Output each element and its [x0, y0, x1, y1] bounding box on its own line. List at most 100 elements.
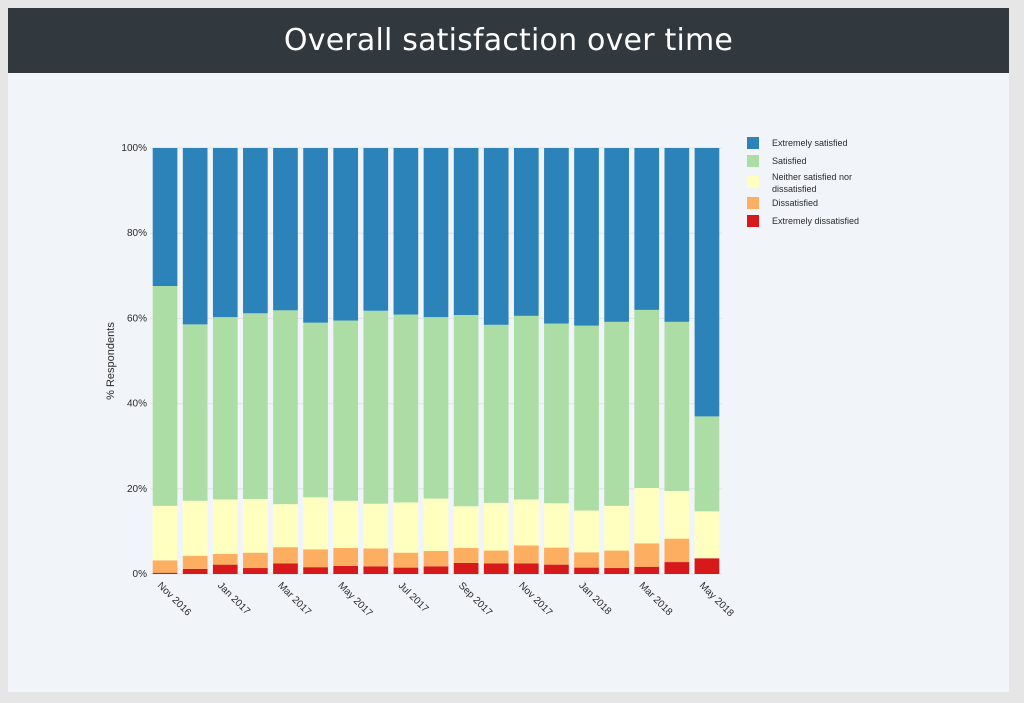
bar-segment	[513, 545, 539, 564]
bar-segment	[393, 148, 419, 315]
bar-segment	[423, 566, 449, 574]
bar-segment	[212, 148, 238, 318]
bar-segment	[483, 148, 509, 325]
bar-segment	[212, 553, 238, 565]
bar-segment	[333, 548, 359, 566]
bar-segment	[393, 567, 419, 574]
y-axis: 0% 20% 40% 60% 80% 100%	[121, 143, 147, 580]
bar-segment	[152, 572, 178, 574]
x-tick-label: Jan 2017	[215, 580, 252, 617]
bar-segment	[453, 506, 479, 549]
bar-segment	[363, 148, 389, 311]
bar-segment	[694, 416, 720, 512]
bar-segment	[273, 547, 298, 564]
bar-segment	[513, 499, 539, 546]
bar-segment	[212, 317, 238, 500]
bar-segment	[604, 505, 629, 551]
bar-segment	[664, 148, 690, 322]
bar-segment	[363, 548, 389, 567]
bar-segment	[634, 148, 660, 310]
x-tick-label: May 2018	[697, 580, 736, 619]
bar-segment	[694, 558, 720, 574]
bar-segment	[333, 148, 359, 321]
bar-segment	[453, 548, 479, 563]
legend-swatch	[747, 176, 759, 188]
bar-segment	[243, 552, 268, 569]
bar-segment	[453, 314, 479, 507]
bar-segment	[243, 568, 268, 574]
bar-segment	[303, 549, 328, 568]
bar-segment	[423, 550, 449, 567]
bar-segment	[273, 310, 298, 505]
bar-segment	[363, 310, 389, 504]
bar-segment	[634, 543, 660, 567]
bar-segment	[604, 148, 629, 322]
legend-label: Dissatisfied	[772, 198, 818, 208]
page-header: Overall satisfaction over time	[8, 8, 1009, 73]
y-axis-title: % Respondents	[105, 322, 117, 400]
x-tick-label: Jan 2018	[576, 580, 613, 617]
x-tick-label: Nov 2016	[155, 580, 193, 618]
x-tick-label: May 2017	[336, 580, 375, 619]
legend: Extremely satisfied Satisfied Neither sati…	[747, 137, 859, 227]
bar-segment	[152, 148, 178, 287]
bar-segment	[393, 502, 419, 553]
bar-segment	[513, 315, 539, 500]
legend-swatch	[747, 215, 759, 227]
bar-segment	[303, 322, 328, 498]
bar-segment	[694, 148, 720, 417]
y-tick-label: 0%	[133, 569, 148, 580]
bar-segment	[243, 313, 268, 500]
legend-label: Extremely satisfied	[772, 138, 848, 148]
bar-segment	[483, 550, 509, 564]
bar-segment	[182, 148, 208, 325]
bar-segment	[273, 504, 298, 548]
bar-segment	[453, 148, 479, 315]
bar-segment	[544, 564, 569, 574]
legend-label: Satisfied	[772, 156, 807, 166]
bar-segment	[483, 324, 509, 503]
bar-segment	[423, 148, 449, 318]
bar-segment	[243, 148, 268, 314]
bar-segment	[574, 510, 599, 553]
bar-segment	[664, 538, 690, 563]
y-tick-label: 20%	[127, 484, 147, 495]
bar-segment	[363, 503, 389, 549]
bar-segment	[423, 317, 449, 499]
bar-segment	[634, 566, 660, 574]
bar-segment	[243, 499, 268, 553]
bar-segment	[212, 499, 238, 554]
bar-segment	[574, 567, 599, 574]
bar-segment	[393, 552, 419, 568]
bar-segment	[694, 511, 720, 559]
y-tick-label: 100%	[121, 143, 147, 154]
bar-segment	[182, 568, 208, 574]
bar-segment	[513, 563, 539, 574]
bar-segment	[574, 148, 599, 326]
bar-segment	[604, 550, 629, 569]
bar-segment	[152, 560, 178, 573]
y-tick-label: 40%	[127, 399, 147, 410]
bar-segment	[544, 148, 569, 324]
bar-segment	[182, 324, 208, 501]
x-tick-label: Sep 2017	[456, 580, 494, 618]
bar-segment	[574, 325, 599, 511]
bar-segment	[483, 563, 509, 574]
bar-segment	[393, 314, 419, 503]
legend-label: Neither satisfied nor dissatisfied	[772, 172, 852, 194]
bar-segment	[303, 148, 328, 323]
bar-segment	[303, 497, 328, 550]
bar-segment	[664, 321, 690, 491]
bar-segment	[634, 309, 660, 488]
y-tick-label: 60%	[127, 313, 147, 324]
x-tick-label: Mar 2017	[275, 580, 313, 618]
legend-swatch	[747, 155, 759, 167]
bar-segment	[604, 321, 629, 506]
x-axis: Nov 2016 Jan 2017 Mar 2017 May 2017 Jul 2017…	[155, 580, 736, 619]
bar-segment	[544, 503, 569, 548]
y-tick-label: 80%	[127, 228, 147, 239]
bar-segment	[333, 500, 359, 549]
x-tick-label: Nov 2017	[516, 580, 554, 618]
bar-segment	[664, 562, 690, 574]
